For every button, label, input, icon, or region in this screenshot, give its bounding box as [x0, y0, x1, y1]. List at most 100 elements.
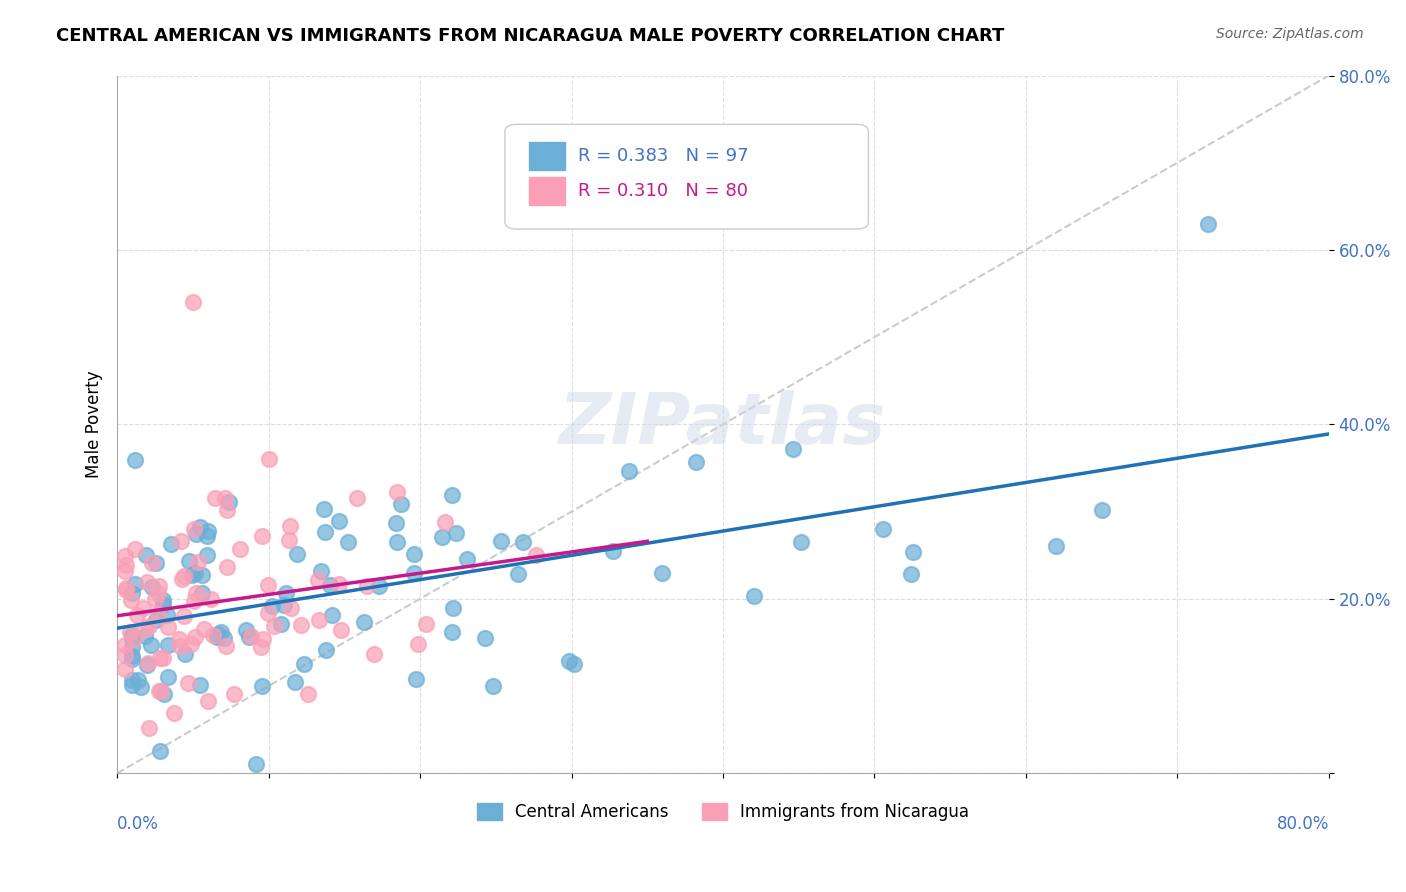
Point — [148, 579, 170, 593]
Point — [207, 627, 229, 641]
Point — [252, 632, 274, 646]
Point — [146, 607, 169, 622]
Point — [229, 541, 252, 556]
Text: R = 0.310   N = 80: R = 0.310 N = 80 — [578, 182, 748, 200]
Y-axis label: Male Poverty: Male Poverty — [86, 370, 103, 478]
Point — [346, 491, 368, 505]
Point — [121, 648, 143, 663]
Point — [134, 629, 156, 643]
Point — [201, 628, 224, 642]
Point — [238, 630, 260, 644]
Point — [385, 516, 408, 530]
Point — [193, 622, 215, 636]
Point — [118, 625, 141, 640]
Point — [181, 567, 204, 582]
Point — [121, 631, 143, 645]
Text: 80.0%: 80.0% — [1277, 815, 1329, 833]
Point — [318, 578, 340, 592]
Point — [252, 679, 274, 693]
Point — [121, 651, 143, 665]
Point — [148, 683, 170, 698]
Point — [744, 589, 766, 603]
Point — [183, 593, 205, 607]
Point — [115, 558, 138, 573]
Point — [235, 623, 257, 637]
Point — [250, 640, 273, 654]
Point — [156, 670, 179, 684]
Point — [353, 615, 375, 629]
Point — [276, 586, 298, 600]
Point — [292, 657, 315, 671]
Bar — [529, 142, 565, 169]
Point — [321, 608, 343, 623]
Point — [245, 757, 267, 772]
Point — [121, 586, 143, 600]
Point — [307, 573, 329, 587]
Point — [184, 527, 207, 541]
Point — [872, 522, 894, 536]
Text: CENTRAL AMERICAN VS IMMIGRANTS FROM NICARAGUA MALE POVERTY CORRELATION CHART: CENTRAL AMERICAN VS IMMIGRANTS FROM NICA… — [56, 27, 1005, 45]
Point — [314, 525, 336, 540]
Point — [444, 525, 467, 540]
Point — [506, 567, 529, 582]
Point — [114, 549, 136, 564]
Point — [1091, 503, 1114, 517]
Point — [558, 654, 581, 668]
Point — [402, 547, 425, 561]
Point — [901, 544, 924, 558]
Point — [197, 694, 219, 708]
Point — [191, 586, 214, 600]
Point — [163, 706, 186, 721]
Point — [152, 597, 174, 611]
Point — [114, 662, 136, 676]
Point — [790, 535, 813, 549]
Point — [408, 637, 430, 651]
Point — [115, 581, 138, 595]
Point — [131, 601, 153, 615]
Text: 0.0%: 0.0% — [117, 815, 159, 833]
Point — [328, 576, 350, 591]
Point — [121, 678, 143, 692]
Point — [1197, 217, 1219, 231]
Point — [328, 514, 350, 528]
Point — [160, 537, 183, 551]
Point — [1045, 540, 1067, 554]
Point — [524, 548, 547, 562]
Point — [156, 619, 179, 633]
Point — [336, 535, 359, 549]
Point — [315, 643, 337, 657]
Point — [405, 672, 427, 686]
Point — [187, 555, 209, 569]
Point — [135, 548, 157, 562]
Point — [218, 495, 240, 509]
Point — [474, 631, 496, 645]
Point — [285, 547, 308, 561]
Point — [141, 556, 163, 570]
Point — [278, 519, 301, 533]
Point — [257, 452, 280, 467]
Point — [134, 622, 156, 636]
Point — [138, 618, 160, 632]
Bar — [529, 177, 565, 204]
Point — [222, 687, 245, 701]
Point — [191, 568, 214, 582]
Point — [145, 613, 167, 627]
Point — [183, 522, 205, 536]
Point — [602, 544, 624, 558]
Point — [127, 673, 149, 687]
Point — [184, 566, 207, 580]
Point — [385, 484, 408, 499]
Point — [217, 502, 239, 516]
Point — [430, 530, 453, 544]
Point — [177, 675, 200, 690]
Point — [562, 657, 585, 671]
Point — [122, 631, 145, 645]
Point — [440, 624, 463, 639]
Point — [278, 533, 301, 548]
Point — [174, 648, 197, 662]
Point — [273, 598, 295, 612]
Point — [441, 601, 464, 615]
Point — [512, 534, 534, 549]
Point — [363, 647, 385, 661]
Point — [212, 631, 235, 645]
